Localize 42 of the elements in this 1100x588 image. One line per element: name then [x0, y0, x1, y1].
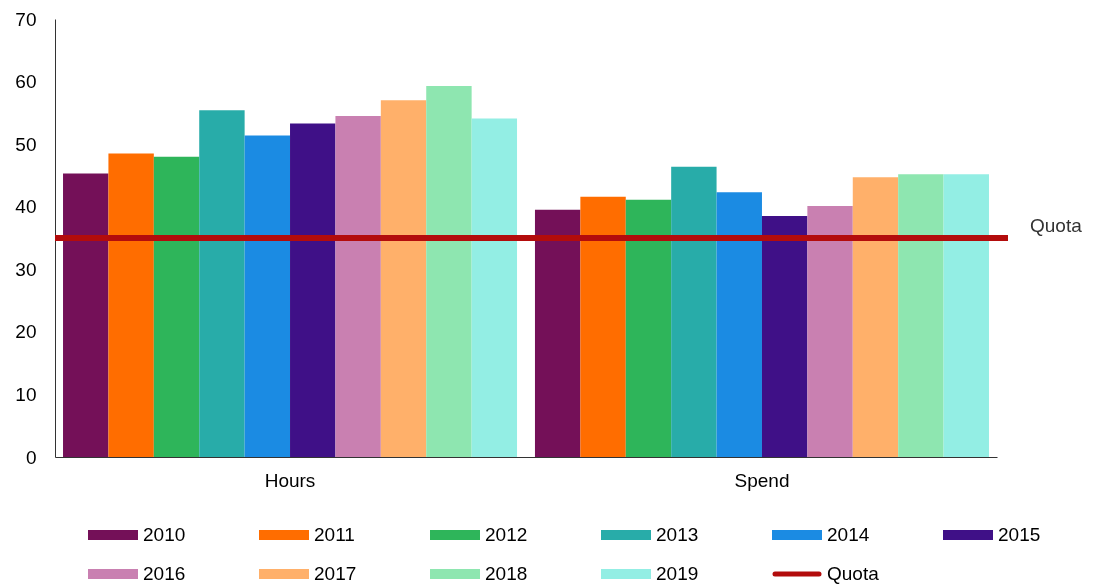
y-tick-label: 30: [15, 258, 37, 280]
legend-label: 2010: [143, 524, 186, 545]
y-tick-label: 70: [15, 8, 37, 30]
legend-label: 2016: [143, 563, 186, 584]
x-tick-label: Spend: [734, 469, 790, 491]
legend-label: 2012: [485, 524, 528, 545]
legend-label: 2019: [656, 563, 699, 584]
bar: [852, 177, 899, 457]
bar: [943, 174, 989, 457]
bar: [898, 174, 944, 457]
legend-label: 2011: [314, 524, 355, 545]
y-tick-label: 40: [15, 196, 37, 218]
bar: [625, 199, 672, 457]
x-tick-label: Hours: [264, 469, 316, 491]
ref-line-label: Quota: [1030, 215, 1083, 236]
y-tick-label: 20: [15, 321, 37, 343]
y-tick-label: 0: [25, 446, 37, 468]
bar: [534, 209, 581, 457]
bar: [671, 166, 717, 457]
bar: [807, 206, 853, 457]
bar: [380, 100, 427, 457]
bar: [244, 135, 291, 457]
y-tick-label: 10: [15, 383, 37, 405]
bar: [335, 115, 381, 457]
bar: [426, 85, 472, 457]
bar: [580, 196, 626, 457]
text: Quota: [827, 563, 879, 584]
legend-label: 2017: [314, 563, 357, 584]
legend-label: 2018: [485, 563, 528, 584]
bar: [471, 118, 518, 457]
bar: [63, 173, 109, 457]
y-tick-label: 50: [15, 133, 37, 155]
y-tick-label: 60: [15, 71, 37, 93]
bar: [199, 110, 245, 457]
bar: [761, 216, 808, 457]
bar: [108, 153, 154, 457]
legend-label: 2013: [656, 524, 699, 545]
bar: [716, 192, 762, 457]
legend-label: 2015: [998, 524, 1041, 545]
legend-label: 2014: [827, 524, 870, 545]
bar: [290, 123, 336, 457]
bar: [153, 156, 200, 457]
